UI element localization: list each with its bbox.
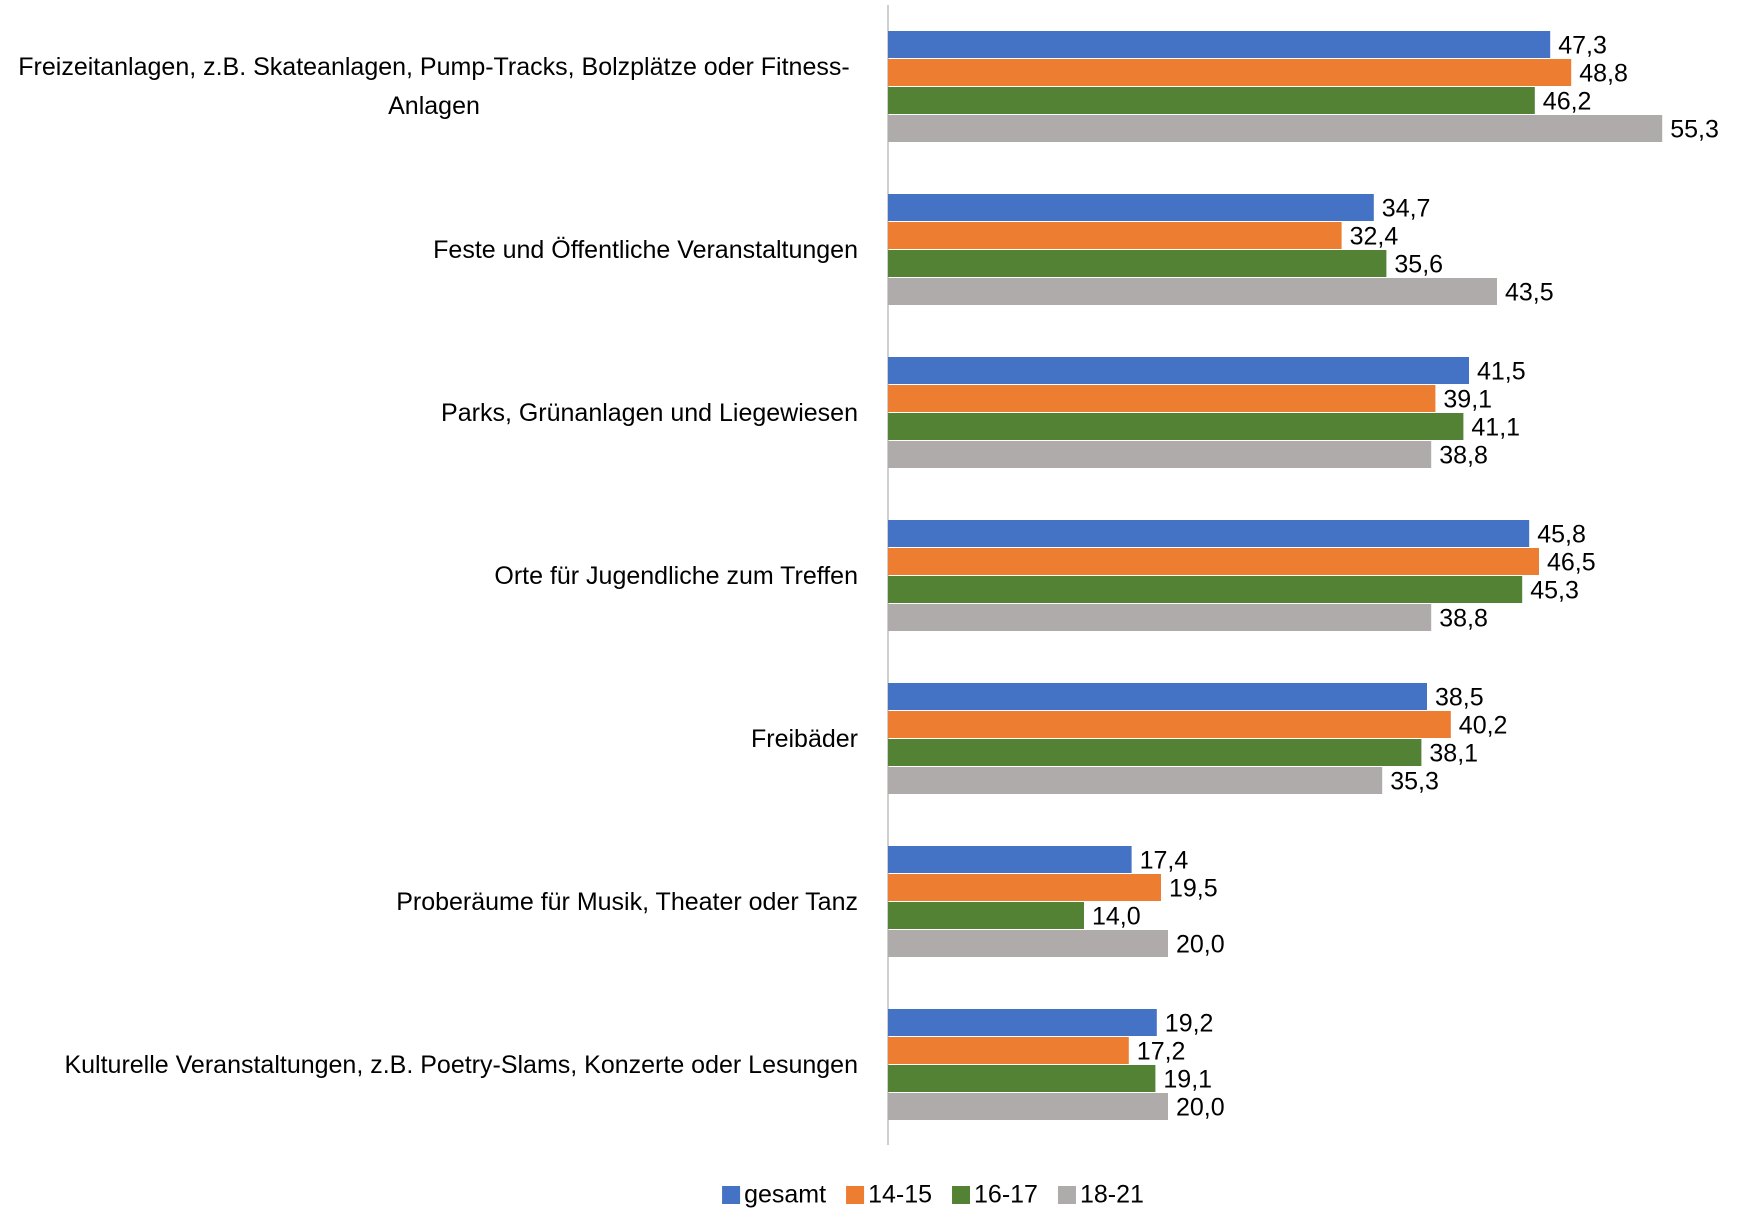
bar [888, 222, 1342, 249]
bar [888, 115, 1663, 142]
value-label: 41,1 [1471, 414, 1520, 442]
value-label: 38,8 [1439, 442, 1488, 470]
category-text: Freizeitanlagen, z.B. Skateanlagen, Pump… [18, 53, 850, 120]
category-label: Freibäder [10, 683, 858, 795]
bar [888, 902, 1084, 929]
value-label: 19,1 [1163, 1066, 1212, 1094]
legend-label: 16-17 [974, 1181, 1038, 1209]
bar [888, 930, 1168, 957]
value-label: 19,5 [1169, 875, 1218, 903]
value-label: 38,8 [1439, 605, 1488, 633]
category-text: Feste und Öffentliche Veranstaltungen [433, 235, 858, 264]
legend-swatch [846, 1186, 865, 1204]
bar [888, 846, 1132, 873]
category-label: Orte für Jugendliche zum Treffen [10, 520, 858, 632]
bar [888, 250, 1387, 277]
value-label: 17,4 [1140, 847, 1189, 875]
value-label: 35,3 [1390, 768, 1439, 796]
bar [888, 520, 1530, 547]
value-label: 19,2 [1165, 1010, 1214, 1038]
bar [888, 1009, 1157, 1036]
value-label: 20,0 [1176, 931, 1225, 959]
category-text: Parks, Grünanlagen und Liegewiesen [441, 398, 858, 427]
category-text: Freibäder [751, 724, 858, 753]
bar [888, 683, 1427, 710]
bar [888, 711, 1451, 738]
value-label: 39,1 [1443, 386, 1492, 414]
bar [888, 1093, 1168, 1120]
value-label: 45,3 [1530, 577, 1579, 605]
category-label: Proberäume für Musik, Theater oder Tanz [10, 846, 858, 958]
category-label: Parks, Grünanlagen und Liegewiesen [10, 357, 858, 469]
value-label: 48,8 [1579, 60, 1628, 88]
bar [888, 278, 1497, 305]
value-label: 38,1 [1429, 740, 1478, 768]
bar [888, 385, 1436, 412]
legend-label: 18-21 [1080, 1181, 1144, 1209]
category-label: Freizeitanlagen, z.B. Skateanlagen, Pump… [10, 31, 858, 143]
bar [888, 59, 1572, 86]
bar [888, 1037, 1129, 1064]
category-label: Feste und Öffentliche Veranstaltungen [10, 194, 858, 306]
bar [888, 87, 1535, 114]
bar [888, 1065, 1156, 1092]
category-label: Kulturelle Veranstaltungen, z.B. Poetry-… [10, 1009, 858, 1121]
value-label: 45,8 [1537, 521, 1586, 549]
legend-swatch [1057, 1186, 1076, 1204]
value-label: 46,5 [1547, 549, 1596, 577]
bar [888, 604, 1432, 631]
bar [888, 357, 1469, 384]
bar [888, 576, 1523, 603]
value-label: 17,2 [1137, 1038, 1186, 1066]
bar [888, 548, 1539, 575]
bar [888, 413, 1464, 440]
bar [888, 194, 1374, 221]
bar [888, 739, 1422, 766]
bar [888, 874, 1161, 901]
value-label: 40,2 [1459, 712, 1508, 740]
value-label: 47,3 [1558, 32, 1607, 60]
value-label: 46,2 [1543, 88, 1592, 116]
value-label: 20,0 [1176, 1094, 1225, 1122]
legend-swatch [722, 1186, 741, 1204]
value-label: 35,6 [1394, 251, 1443, 279]
bar [888, 767, 1383, 794]
legend-label: gesamt [744, 1181, 826, 1209]
value-label: 43,5 [1505, 279, 1554, 307]
value-label: 55,3 [1670, 116, 1719, 144]
category-text: Proberäume für Musik, Theater oder Tanz [396, 887, 858, 916]
legend-label: 14-15 [868, 1181, 932, 1209]
value-label: 38,5 [1435, 684, 1484, 712]
value-label: 34,7 [1382, 195, 1431, 223]
category-text: Orte für Jugendliche zum Treffen [494, 561, 858, 590]
value-label: 14,0 [1092, 903, 1141, 931]
legend-swatch [952, 1186, 971, 1204]
value-label: 41,5 [1477, 358, 1526, 386]
bar [888, 31, 1551, 58]
bar [888, 441, 1432, 468]
value-label: 32,4 [1350, 223, 1399, 251]
category-text: Kulturelle Veranstaltungen, z.B. Poetry-… [64, 1050, 858, 1079]
